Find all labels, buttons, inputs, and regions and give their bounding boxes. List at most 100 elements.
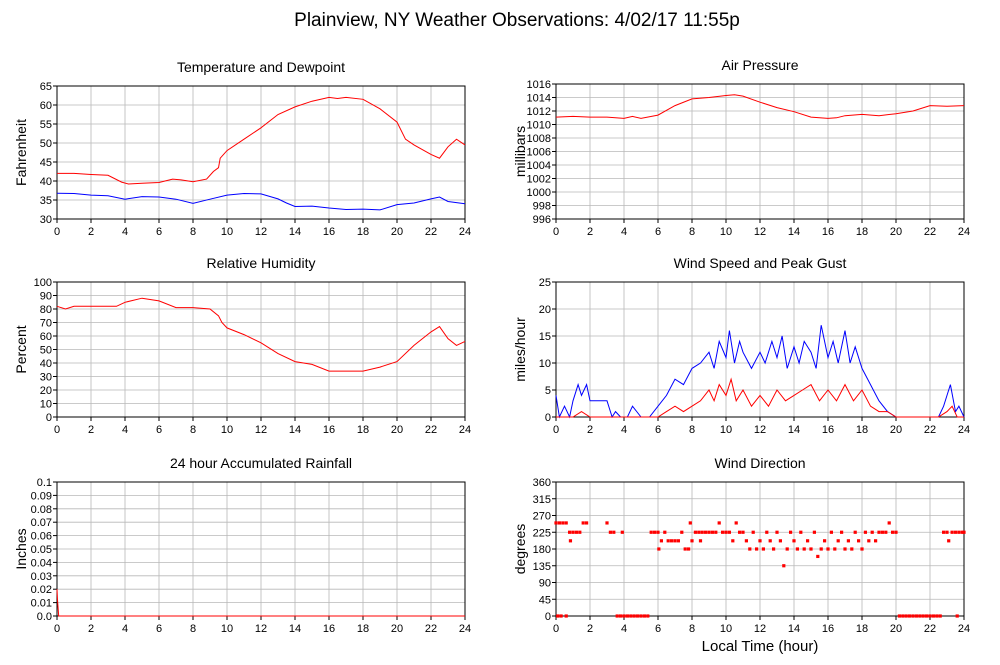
chart-title: 24 hour Accumulated Rainfall xyxy=(170,455,352,471)
y-tick-label: 80 xyxy=(40,304,52,316)
data-point xyxy=(955,614,959,618)
y-axis-label: Inches xyxy=(13,528,29,569)
data-point xyxy=(768,539,772,543)
data-point xyxy=(656,530,660,534)
data-point xyxy=(867,539,871,543)
x-tick-label: 16 xyxy=(323,424,335,436)
data-point xyxy=(921,614,925,618)
y-tick-label: 1014 xyxy=(527,93,551,105)
data-point xyxy=(673,539,677,543)
y-tick-label: 20 xyxy=(539,304,551,316)
data-point xyxy=(799,530,803,534)
data-point xyxy=(698,539,703,543)
x-tick-label: 2 xyxy=(88,623,94,635)
data-point xyxy=(619,614,623,618)
x-tick-label: 16 xyxy=(323,623,335,635)
x-tick-label: 16 xyxy=(822,424,834,436)
x-tick-label: 18 xyxy=(357,623,369,635)
x-tick-label: 4 xyxy=(621,424,627,436)
x-tick-label: 0 xyxy=(54,226,60,238)
y-tick-label: 0 xyxy=(46,412,52,424)
data-point xyxy=(636,614,640,618)
data-point xyxy=(802,547,806,551)
x-tick-label: 8 xyxy=(190,424,196,436)
data-point xyxy=(561,521,565,525)
data-point xyxy=(744,539,748,543)
series-line-2 xyxy=(56,192,466,211)
x-tick-label: 24 xyxy=(459,424,471,436)
data-point xyxy=(957,530,961,534)
data-point xyxy=(556,614,560,618)
x-tick-label: 6 xyxy=(655,424,661,436)
x-tick-label: 4 xyxy=(122,623,128,635)
y-tick-label: 25 xyxy=(539,277,551,289)
data-point xyxy=(659,539,663,543)
data-point xyxy=(853,530,857,534)
data-point xyxy=(823,539,827,543)
y-tick-label: 0.09 xyxy=(31,490,52,502)
y-tick-label: 360 xyxy=(533,477,551,489)
y-tick-label: 996 xyxy=(533,214,551,226)
data-point xyxy=(806,539,810,543)
x-tick-label: 6 xyxy=(156,424,162,436)
y-tick-label: 45 xyxy=(539,594,551,606)
x-tick-label: 4 xyxy=(122,424,128,436)
x-tick-label: 16 xyxy=(822,226,834,238)
y-tick-label: 90 xyxy=(539,578,551,590)
x-tick-label: 8 xyxy=(689,623,695,635)
data-point xyxy=(721,530,725,534)
data-point xyxy=(714,530,718,534)
x-tick-label: 6 xyxy=(156,623,162,635)
data-point xyxy=(950,530,954,534)
data-point xyxy=(789,530,793,534)
y-tick-label: 50 xyxy=(40,138,52,150)
x-tick-label: 2 xyxy=(587,623,593,635)
x-tick-label: 22 xyxy=(924,623,936,635)
data-point xyxy=(581,521,585,525)
data-point xyxy=(947,539,951,543)
data-point xyxy=(727,530,731,534)
x-tick-label: 18 xyxy=(856,623,868,635)
y-tick-label: 20 xyxy=(40,385,52,397)
x-tick-label: 24 xyxy=(958,623,970,635)
common-x-axis-label: Local Time (hour) xyxy=(702,638,819,655)
x-tick-label: 18 xyxy=(856,424,868,436)
data-point xyxy=(710,530,714,534)
x-tick-label: 2 xyxy=(88,226,94,238)
y-axis-label: miles/hour xyxy=(512,317,528,382)
data-point xyxy=(557,521,561,525)
x-tick-label: 24 xyxy=(459,623,471,635)
data-point xyxy=(962,530,966,534)
y-tick-label: 45 xyxy=(40,157,52,169)
data-point xyxy=(911,614,915,618)
data-point xyxy=(657,547,661,551)
data-point xyxy=(564,614,568,618)
data-point xyxy=(663,530,667,534)
data-point xyxy=(877,530,881,534)
y-tick-label: 0.0 xyxy=(37,611,52,623)
x-tick-label: 2 xyxy=(88,424,94,436)
y-tick-label: 0.07 xyxy=(31,517,52,529)
data-point xyxy=(928,614,932,618)
y-tick-label: 1000 xyxy=(527,187,551,199)
y-tick-label: 998 xyxy=(533,201,551,213)
y-tick-label: 0 xyxy=(545,611,551,623)
y-axis-label: Fahrenheit xyxy=(13,119,29,186)
data-point xyxy=(884,530,888,534)
chart-title: Wind Speed and Peak Gust xyxy=(674,255,847,271)
x-tick-label: 10 xyxy=(720,623,732,635)
data-point xyxy=(559,614,563,618)
data-point xyxy=(704,530,708,534)
data-point xyxy=(680,530,684,534)
x-tick-label: 10 xyxy=(221,226,233,238)
x-tick-label: 22 xyxy=(425,623,437,635)
y-tick-label: 60 xyxy=(40,100,52,112)
data-point xyxy=(953,530,958,534)
series-line-1 xyxy=(555,325,965,419)
data-point xyxy=(639,614,643,618)
x-tick-label: 12 xyxy=(754,623,766,635)
chart-title: Relative Humidity xyxy=(207,255,316,271)
